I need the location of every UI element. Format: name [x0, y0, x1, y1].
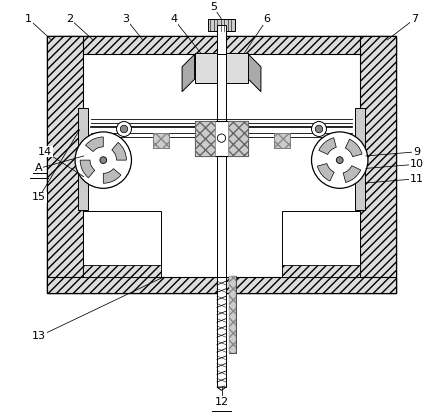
Bar — [274, 133, 290, 148]
Wedge shape — [85, 137, 103, 152]
Circle shape — [218, 134, 225, 142]
Bar — [229, 276, 236, 353]
Bar — [82, 265, 161, 277]
Circle shape — [311, 122, 326, 136]
Text: 12: 12 — [214, 397, 229, 407]
Wedge shape — [112, 143, 126, 160]
Bar — [78, 108, 88, 210]
Wedge shape — [346, 139, 362, 157]
Bar — [274, 133, 290, 148]
Bar — [47, 36, 396, 54]
Bar — [194, 121, 215, 156]
Text: 2: 2 — [66, 14, 74, 24]
Bar — [228, 121, 249, 156]
Text: A: A — [35, 163, 43, 173]
Bar — [355, 108, 365, 210]
Wedge shape — [103, 168, 121, 183]
Circle shape — [117, 122, 132, 136]
Bar — [47, 36, 396, 293]
Bar — [217, 277, 226, 387]
Bar — [82, 211, 161, 277]
Text: 9: 9 — [413, 147, 420, 157]
Circle shape — [120, 125, 128, 133]
Bar — [47, 36, 82, 293]
Circle shape — [311, 132, 368, 189]
Bar — [217, 25, 226, 54]
Bar — [82, 54, 361, 277]
Wedge shape — [343, 166, 361, 182]
Polygon shape — [182, 54, 194, 92]
Text: 11: 11 — [409, 174, 424, 184]
Text: 1: 1 — [25, 14, 32, 24]
Wedge shape — [80, 160, 95, 178]
Text: 4: 4 — [170, 14, 177, 24]
Text: 14: 14 — [38, 147, 52, 157]
Text: 3: 3 — [123, 14, 130, 24]
Circle shape — [75, 132, 132, 189]
Text: 10: 10 — [409, 159, 424, 169]
Wedge shape — [317, 163, 334, 181]
Text: 15: 15 — [32, 192, 46, 202]
Text: 7: 7 — [411, 14, 418, 24]
Polygon shape — [217, 387, 226, 390]
Bar — [217, 51, 226, 277]
Text: 6: 6 — [264, 14, 271, 24]
Bar — [282, 211, 361, 277]
Wedge shape — [319, 138, 336, 155]
Bar — [153, 133, 169, 148]
Bar — [153, 133, 169, 148]
Bar — [282, 265, 361, 277]
Text: 13: 13 — [32, 331, 46, 342]
Polygon shape — [249, 54, 261, 92]
Circle shape — [315, 125, 323, 133]
Bar — [194, 121, 249, 156]
Circle shape — [100, 157, 107, 163]
Bar — [229, 276, 236, 353]
Circle shape — [336, 157, 343, 163]
Bar — [208, 20, 235, 31]
Text: 5: 5 — [210, 2, 217, 12]
Bar — [47, 277, 396, 293]
Bar — [361, 36, 396, 293]
Bar — [194, 54, 249, 83]
